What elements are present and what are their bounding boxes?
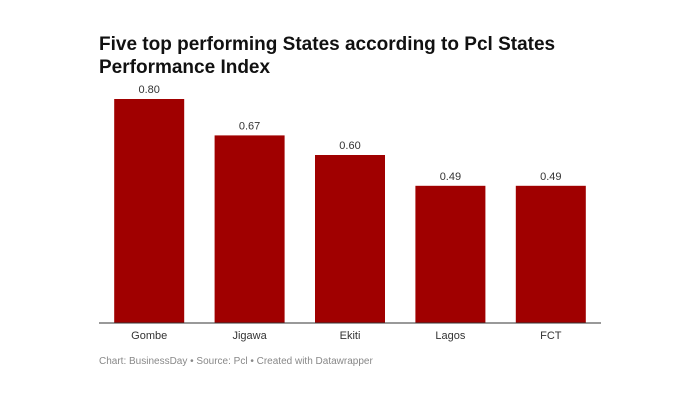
tick-label-ekiti: Ekiti [340, 330, 361, 342]
tick-labels-layer: Gombe Jigawa Ekiti Lagos FCT [131, 330, 562, 342]
tick-label-gombe: Gombe [131, 330, 167, 342]
value-label-gombe: 0.80 [138, 84, 159, 96]
bar-gombe [114, 99, 185, 323]
bar-jigawa [214, 135, 285, 323]
value-label-fct: 0.49 [540, 171, 561, 183]
bar-lagos [415, 185, 486, 323]
chart-footer: Chart: BusinessDay • Source: Pcl • Creat… [99, 356, 373, 367]
chart-title: Five top performing States according to … [99, 34, 556, 78]
value-label-lagos: 0.49 [440, 171, 461, 183]
value-label-ekiti: 0.60 [339, 140, 360, 152]
tick-label-fct: FCT [540, 330, 562, 342]
bar-ekiti [315, 155, 385, 323]
bar-fct [515, 185, 586, 323]
value-label-jigawa: 0.67 [239, 120, 260, 132]
tick-label-jigawa: Jigawa [232, 330, 267, 342]
value-labels-layer: 0.80 0.67 0.60 0.49 0.49 [138, 84, 561, 183]
bars-layer [114, 99, 586, 323]
tick-label-lagos: Lagos [435, 330, 465, 342]
